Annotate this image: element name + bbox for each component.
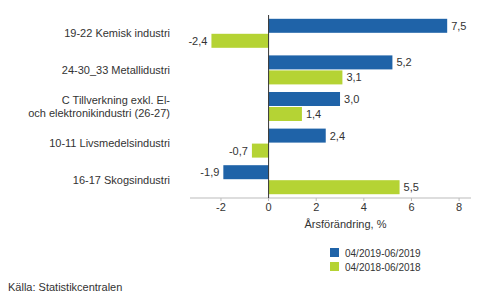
bar (269, 70, 343, 84)
chart: -2 0 2 4 6 8 7,5 -2,4 5,2 3,1 3,0 1,4 2,4 -0,7 -1,9 5,5… (0, 0, 493, 304)
data-label: 5,2 (396, 56, 411, 68)
bar (269, 180, 400, 194)
tick-label: -2 (216, 201, 226, 213)
data-label: 5,5 (404, 181, 419, 193)
bar (269, 129, 326, 143)
tick-label: 2 (313, 201, 319, 213)
data-label: 1,4 (306, 108, 321, 120)
bar (269, 55, 393, 69)
tick-label: 0 (266, 201, 272, 213)
bar (269, 107, 302, 121)
data-label: -2,4 (188, 35, 207, 47)
tick-label: 4 (361, 201, 367, 213)
data-label: -1,9 (200, 166, 219, 178)
bar (269, 92, 340, 106)
data-label: 3,0 (344, 93, 359, 105)
legend-label: 04/2019-06/2019 (345, 248, 421, 259)
category-label: 24-30_33 Metallidustri (62, 64, 170, 76)
category-label: 10-11 Livsmedelsindustri (49, 137, 170, 149)
tick-label: 6 (408, 201, 414, 213)
source: Källa: Statistikcentralen (8, 281, 122, 293)
bar (223, 165, 268, 179)
category-label: 19-22 Kemisk industri (64, 27, 170, 39)
x-axis-line (190, 198, 471, 199)
data-label: 2,4 (330, 130, 345, 142)
data-label: 3,1 (346, 71, 361, 83)
bar (211, 34, 268, 48)
tick-label: 8 (456, 201, 462, 213)
bar (269, 19, 448, 33)
category-label: 16-17 Skogsindustri (73, 174, 170, 186)
legend-label: 04/2018-06/2018 (345, 262, 421, 273)
zero-line (268, 15, 269, 198)
legend-swatch (330, 248, 339, 257)
category-label: C Tillverkning exkl. El-och elektronikin… (28, 94, 170, 119)
data-label: 7,5 (451, 20, 466, 32)
axis-title: Årsförändring, % (305, 218, 387, 230)
bar (252, 144, 269, 158)
data-label: -0,7 (229, 145, 248, 157)
data-labels: 7,5 -2,4 5,2 3,1 3,0 1,4 2,4 -0,7 -1,9 5,5 (188, 20, 466, 193)
bars (211, 19, 447, 194)
legend-swatch (330, 262, 339, 271)
